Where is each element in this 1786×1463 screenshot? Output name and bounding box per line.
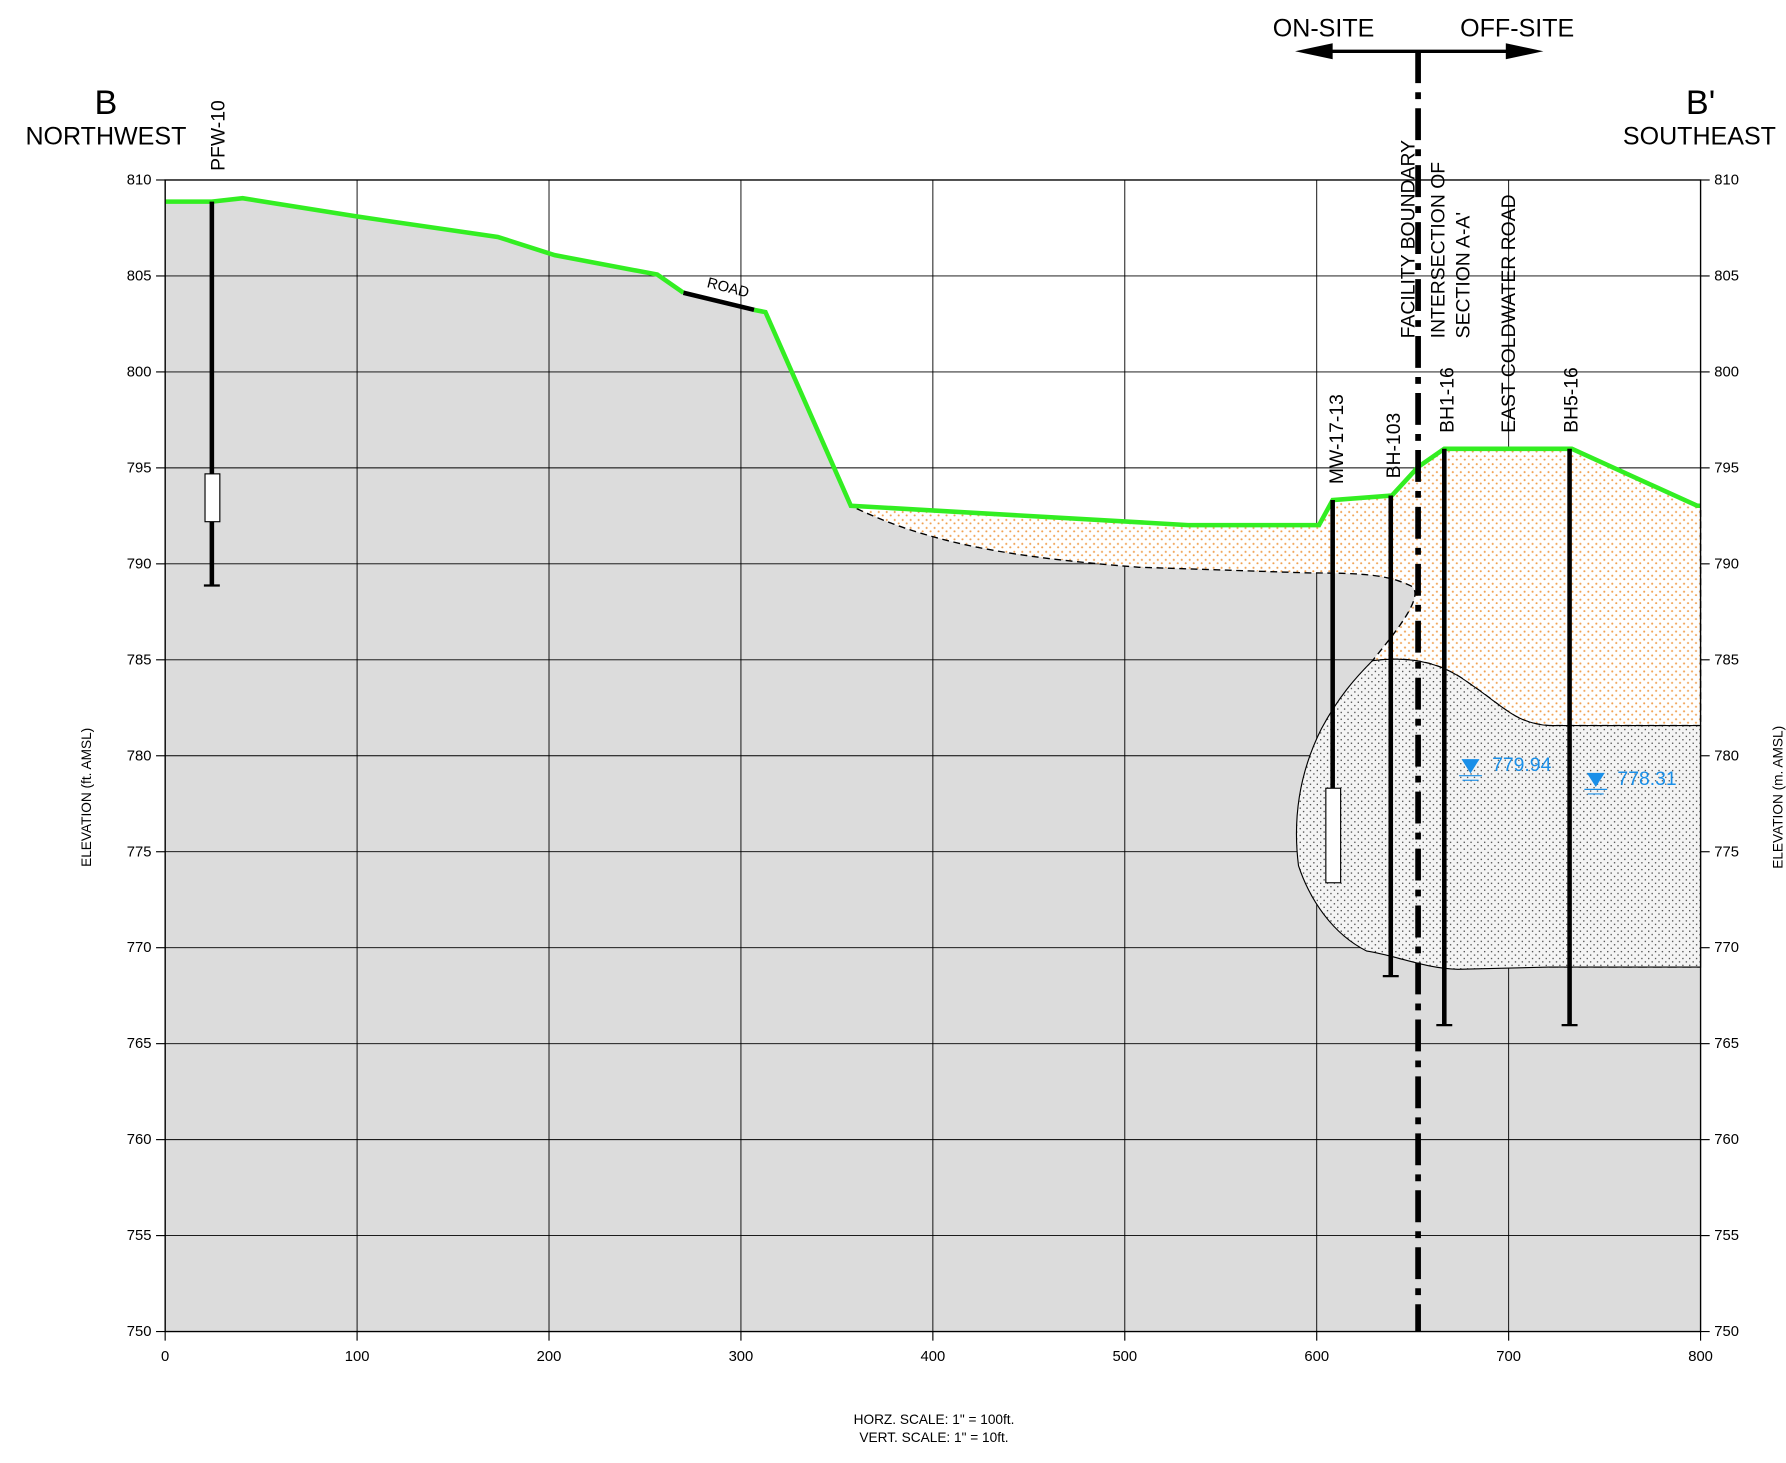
y2-tick-label: 790	[1714, 556, 1739, 572]
cross-section: 779.94 778.31 ON-SITE OFF-SITE B NORTHWE…	[0, 0, 1786, 1458]
direction: SOUTHEAST	[1623, 123, 1776, 151]
off-site-label: OFF-SITE	[1460, 14, 1574, 42]
y2-tick-label: 755	[1714, 1228, 1739, 1244]
x-tick-label: 500	[1112, 1349, 1137, 1365]
well-label: BH5-16	[1561, 367, 1583, 433]
feature-label: SECTION A-A'	[1452, 212, 1474, 338]
y2-tick-label: 775	[1714, 844, 1739, 860]
scale-note: VERT. SCALE: 1" = 10ft.	[859, 1430, 1008, 1445]
y2-tick-label: 785	[1714, 652, 1739, 668]
feature-label: EAST COLDWATER ROAD	[1498, 194, 1520, 432]
water-level: 779.94	[1492, 754, 1551, 776]
x-tick-label: 0	[161, 1349, 169, 1365]
y-tick-label: 785	[127, 652, 152, 668]
feature-label: FACILITY BOUNDARY	[1398, 140, 1420, 338]
y2-tick-label: 780	[1714, 748, 1739, 764]
section-id: B'	[1686, 84, 1715, 122]
x-tick-label: 200	[537, 1349, 562, 1365]
section-id: B	[95, 84, 118, 122]
x-tick-label: 400	[921, 1349, 946, 1365]
y-tick-label: 805	[127, 269, 152, 285]
well-label: BH1-16	[1436, 367, 1458, 433]
y-tick-label: 800	[127, 364, 152, 380]
x-tick-label: 700	[1496, 1349, 1521, 1365]
y2-tick-label: 805	[1714, 269, 1739, 285]
y-tick-label: 775	[127, 844, 152, 860]
y-tick-label: 765	[127, 1036, 152, 1052]
well-screen	[1326, 788, 1341, 883]
x-tick-label: 100	[345, 1349, 370, 1365]
y-axis-label: ELEVATION (ft. AMSL)	[79, 728, 94, 867]
y2-axis-label: ELEVATION (m. AMSL)	[1771, 726, 1786, 869]
y-tick-label: 795	[127, 460, 152, 476]
x-tick-label: 800	[1688, 1349, 1713, 1365]
y2-tick-label: 750	[1714, 1324, 1739, 1340]
y-tick-label: 755	[127, 1228, 152, 1244]
y-tick-label: 780	[127, 748, 152, 764]
y2-tick-label: 760	[1714, 1132, 1739, 1148]
on-site-label: ON-SITE	[1273, 14, 1375, 42]
well-screen	[205, 474, 220, 522]
direction: NORTHWEST	[25, 123, 186, 151]
y-tick-label: 770	[127, 940, 152, 956]
y-tick-label: 760	[127, 1132, 152, 1148]
y2-tick-label: 800	[1714, 364, 1739, 380]
well-label: PFW-10	[207, 100, 229, 171]
y2-tick-label: 795	[1714, 460, 1739, 476]
water-level: 778.31	[1617, 768, 1676, 790]
y2-tick-label: 810	[1714, 173, 1739, 189]
scale-note: HORZ. SCALE: 1" = 100ft.	[854, 1412, 1015, 1427]
y2-tick-label: 770	[1714, 940, 1739, 956]
x-tick-label: 600	[1304, 1349, 1329, 1365]
x-tick-label: 300	[729, 1349, 754, 1365]
y-tick-label: 750	[127, 1324, 152, 1340]
y-tick-label: 790	[127, 556, 152, 572]
well-label: BH-103	[1383, 413, 1405, 479]
feature-label: INTERSECTION OF	[1427, 162, 1449, 339]
well-label: MW-17-13	[1326, 394, 1348, 484]
y-tick-label: 810	[127, 173, 152, 189]
y2-tick-label: 765	[1714, 1036, 1739, 1052]
